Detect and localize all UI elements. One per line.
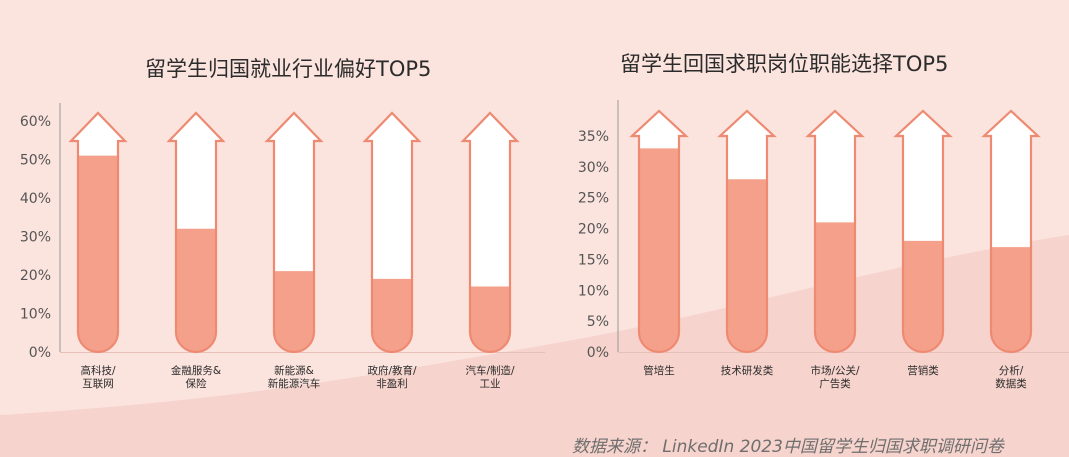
bar-value-fill	[727, 179, 767, 352]
bar-arrow	[717, 109, 777, 354]
bar-arrow	[893, 109, 953, 354]
chart-title-industry: 留学生归国就业行业偏好TOP5	[145, 57, 432, 81]
arrow-outline	[68, 111, 128, 354]
y-tick-label: 15%	[578, 252, 609, 268]
arrow-outline	[166, 111, 226, 354]
arrow-outline	[805, 109, 865, 354]
x-category-label: 技术研发类	[721, 364, 774, 377]
y-tick-label: 60%	[20, 114, 51, 130]
bar-value-fill	[470, 286, 510, 352]
bar-value-fill	[991, 247, 1031, 352]
bar-arrow	[460, 111, 520, 354]
arrow-outline	[717, 109, 777, 354]
arrow-outline	[893, 109, 953, 354]
y-tick-label: 10%	[578, 283, 609, 299]
y-tick-label: 10%	[20, 307, 51, 323]
x-category-label: 高科技/	[80, 364, 115, 377]
bar-value-fill	[274, 271, 314, 352]
bar-value-fill	[78, 155, 118, 352]
y-tick-label: 20%	[578, 222, 609, 238]
arrow-outline	[460, 111, 520, 354]
x-category-label: 汽车/制造/	[465, 364, 515, 377]
data-source-note: 数据来源： LinkedIn 2023中国留学生归国求职调研问卷	[572, 437, 1004, 457]
x-category-label: 互联网	[82, 378, 114, 390]
x-category-label: 分析/	[999, 364, 1024, 377]
y-tick-label: 35%	[578, 129, 609, 145]
x-category-label: 工业	[480, 378, 501, 390]
bar-arrow	[981, 109, 1041, 354]
x-category-label: 新能源汽车	[268, 377, 321, 390]
y-tick-label: 30%	[20, 230, 51, 246]
x-category-label: 政府/教育/	[367, 364, 417, 377]
arrow-outline	[981, 109, 1041, 354]
bar-arrow	[68, 111, 128, 354]
chart-title-function: 留学生回国求职岗位职能选择TOP5	[620, 52, 949, 76]
bar-value-fill	[176, 228, 216, 352]
x-category-label: 新能源&	[274, 364, 314, 377]
y-tick-label: 40%	[20, 191, 51, 207]
x-category-label: 数据类	[995, 377, 1027, 390]
x-category-label: 广告类	[819, 377, 851, 390]
bar-arrow	[166, 111, 226, 354]
x-category-label: 管培生	[643, 364, 675, 377]
bar-arrow	[362, 111, 422, 354]
y-tick-label: 30%	[578, 160, 609, 176]
x-category-label: 市场/公关/	[810, 364, 860, 377]
x-category-label: 非盈利	[376, 378, 408, 390]
bar-value-fill	[372, 278, 412, 352]
arrow-outline	[362, 111, 422, 354]
bar-value-fill	[815, 222, 855, 352]
bar-value-fill	[903, 240, 943, 352]
bar-arrow	[805, 109, 865, 354]
arrow-outline	[264, 111, 324, 354]
y-tick-label: 50%	[20, 153, 51, 169]
bar-value-fill	[639, 148, 679, 352]
y-tick-label: 25%	[578, 191, 609, 207]
x-category-label: 营销类	[907, 364, 939, 377]
y-tick-label: 0%	[29, 345, 51, 361]
x-category-label: 保险	[186, 377, 207, 390]
bar-arrow	[629, 109, 689, 354]
background-wave-shape	[0, 235, 1069, 457]
x-category-label: 金融服务&	[171, 364, 221, 377]
bar-arrow	[264, 111, 324, 354]
y-tick-label: 0%	[587, 345, 609, 361]
y-tick-label: 20%	[20, 268, 51, 284]
y-tick-label: 5%	[587, 314, 609, 330]
arrow-outline	[629, 109, 689, 354]
